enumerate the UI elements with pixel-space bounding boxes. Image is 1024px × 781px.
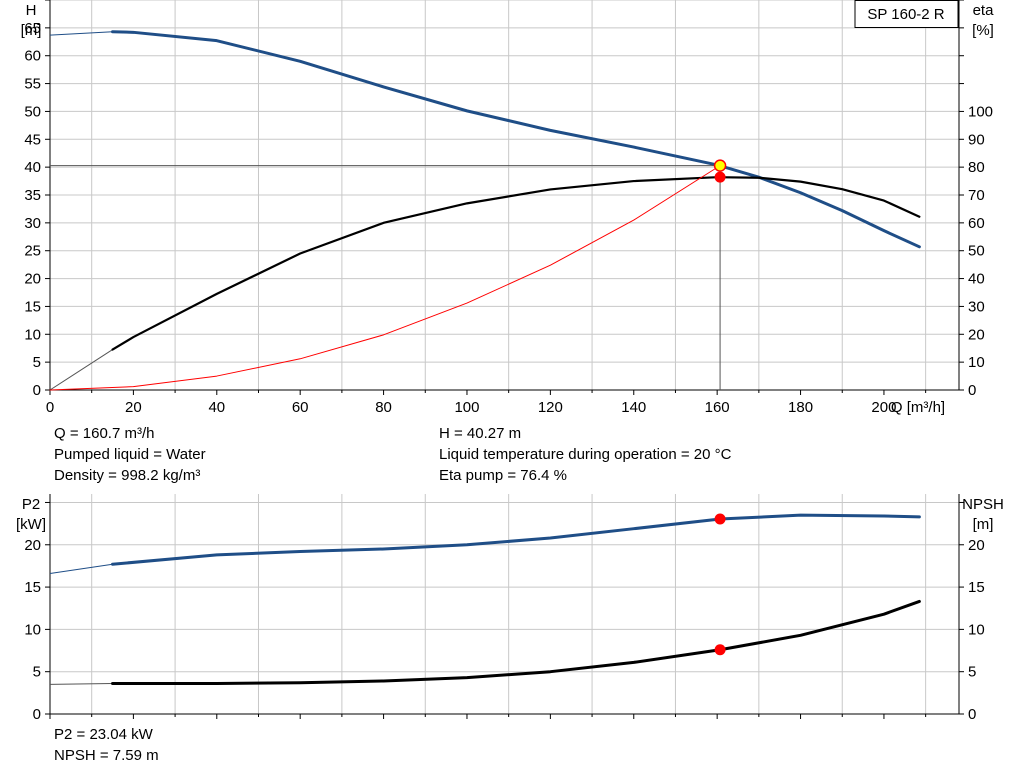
left-tick-label: 10 bbox=[24, 326, 41, 343]
left-axis-title: H bbox=[26, 2, 37, 19]
series-P2-extension bbox=[49, 563, 113, 575]
x-tick-label: 0 bbox=[46, 399, 54, 416]
x-tick-label: 20 bbox=[125, 399, 142, 416]
npsh-readout: NPSH = 7.59 m bbox=[54, 747, 159, 764]
right-tick-label: 60 bbox=[968, 215, 985, 232]
series-P2-line bbox=[111, 513, 921, 566]
head-readout: H = 40.27 m bbox=[439, 425, 522, 442]
left-tick-label: 0 bbox=[33, 706, 41, 723]
eta-operating-point bbox=[714, 171, 726, 183]
left-tick-label: 30 bbox=[24, 215, 41, 232]
flow-readout: Q = 160.7 m³/h bbox=[54, 425, 155, 442]
left-tick-label: 25 bbox=[24, 243, 41, 260]
right-tick-label: 15 bbox=[968, 579, 985, 596]
left-tick-label: 45 bbox=[24, 131, 41, 148]
right-tick-label: 5 bbox=[968, 664, 976, 681]
left-axis-unit: [m] bbox=[21, 22, 42, 39]
right-tick-label: 0 bbox=[968, 382, 976, 399]
head-operating-point bbox=[713, 159, 727, 172]
x-tick-label: 140 bbox=[621, 399, 646, 416]
right-tick-label: 90 bbox=[968, 131, 985, 148]
power-operating-point bbox=[714, 513, 726, 525]
right-axis-unit: [%] bbox=[972, 22, 994, 39]
series-eta-extension bbox=[49, 349, 113, 391]
right-axis-title: NPSH bbox=[962, 496, 1004, 513]
series-system-curve-line bbox=[49, 165, 721, 391]
x-tick-label: 120 bbox=[538, 399, 563, 416]
left-tick-label: 60 bbox=[24, 48, 41, 65]
series-NPSH-line bbox=[111, 599, 921, 686]
series-H-extension bbox=[49, 31, 113, 36]
info-right-top: H = 40.27 m Liquid temperature during op… bbox=[439, 423, 731, 486]
right-tick-label: 80 bbox=[968, 159, 985, 176]
x-tick-label: 180 bbox=[788, 399, 813, 416]
right-axis-title: eta bbox=[973, 2, 995, 19]
left-tick-label: 40 bbox=[24, 159, 41, 176]
temperature-readout: Liquid temperature during operation = 20… bbox=[439, 446, 732, 463]
x-tick-label: 100 bbox=[454, 399, 479, 416]
right-tick-label: 0 bbox=[968, 706, 976, 723]
left-tick-label: 20 bbox=[24, 271, 41, 288]
left-axis-title: P2 bbox=[22, 496, 40, 513]
left-tick-label: 15 bbox=[24, 579, 41, 596]
x-tick-label: 60 bbox=[292, 399, 309, 416]
density-readout: Density = 998.2 kg/m³ bbox=[54, 467, 201, 484]
series-NPSH-extension bbox=[49, 683, 113, 685]
npsh-operating-point bbox=[714, 644, 726, 656]
left-tick-label: 35 bbox=[24, 187, 41, 204]
x-tick-label: 80 bbox=[375, 399, 392, 416]
left-tick-label: 0 bbox=[33, 382, 41, 399]
right-axis-unit: [m] bbox=[973, 516, 994, 533]
left-axis-unit: [kW] bbox=[16, 516, 46, 533]
right-tick-label: 40 bbox=[968, 271, 985, 288]
left-tick-label: 55 bbox=[24, 76, 41, 93]
left-tick-label: 15 bbox=[24, 298, 41, 315]
x-tick-label: 160 bbox=[705, 399, 730, 416]
info-bottom: P2 = 23.04 kW NPSH = 7.59 m bbox=[54, 724, 159, 766]
series-eta-line bbox=[111, 176, 921, 351]
left-tick-label: 5 bbox=[33, 354, 41, 371]
right-tick-label: 10 bbox=[968, 621, 985, 638]
x-tick-label: 40 bbox=[208, 399, 225, 416]
x-tick-label: 200 bbox=[871, 399, 896, 416]
left-tick-label: 65 bbox=[24, 20, 41, 37]
left-tick-label: 20 bbox=[24, 537, 41, 554]
model-label-box bbox=[854, 0, 959, 28]
power-readout: P2 = 23.04 kW bbox=[54, 726, 153, 743]
right-tick-label: 20 bbox=[968, 537, 985, 554]
pumped-liquid-readout: Pumped liquid = Water bbox=[54, 446, 206, 463]
info-left-top: Q = 160.7 m³/h Pumped liquid = Water Den… bbox=[54, 423, 206, 486]
eta-readout: Eta pump = 76.4 % bbox=[439, 467, 567, 484]
right-tick-label: 70 bbox=[968, 187, 985, 204]
left-tick-label: 10 bbox=[24, 621, 41, 638]
right-tick-label: 100 bbox=[968, 103, 993, 120]
right-tick-label: 10 bbox=[968, 354, 985, 371]
x-axis-title: Q [m³/h] bbox=[891, 399, 945, 416]
left-tick-label: 5 bbox=[33, 664, 41, 681]
model-label: SP 160-2 R bbox=[867, 6, 944, 23]
series-H-line bbox=[111, 30, 921, 249]
right-tick-label: 30 bbox=[968, 298, 985, 315]
right-tick-label: 20 bbox=[968, 326, 985, 343]
right-tick-label: 50 bbox=[968, 243, 985, 260]
left-tick-label: 50 bbox=[24, 103, 41, 120]
